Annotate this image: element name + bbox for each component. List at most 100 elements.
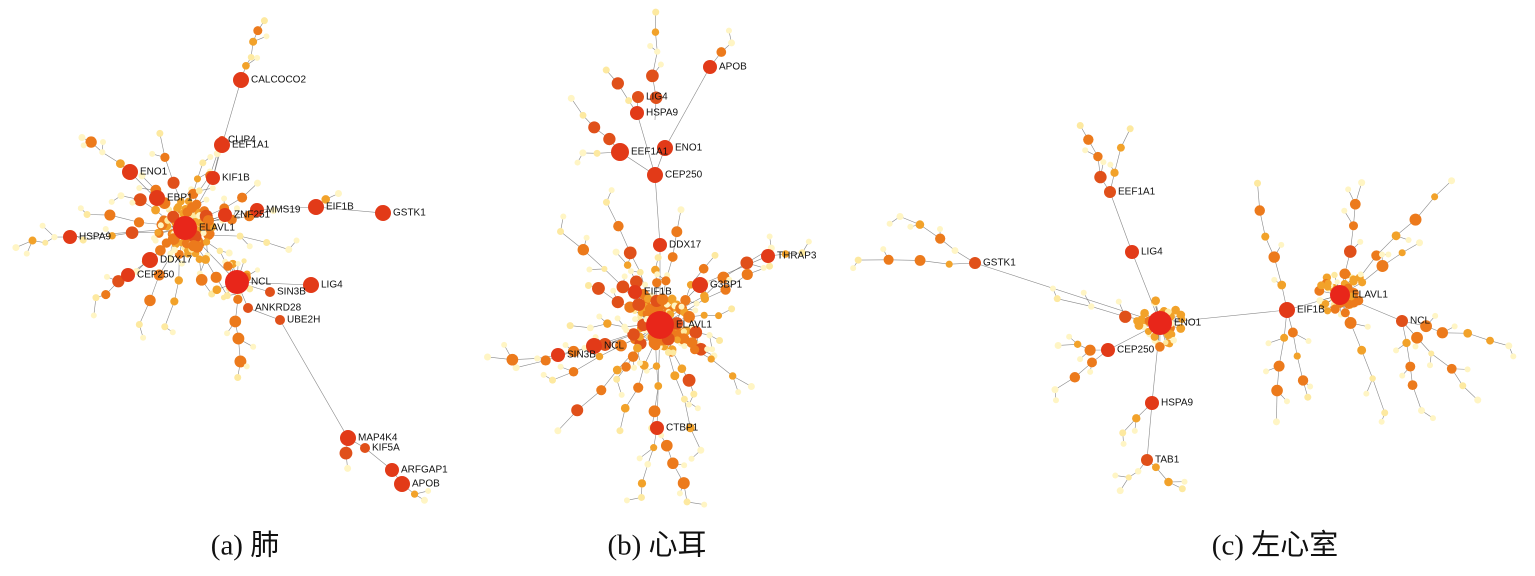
- node: [1126, 125, 1134, 133]
- node: [385, 463, 399, 477]
- node-label: EIF1B: [1297, 305, 1325, 316]
- node: [1357, 271, 1364, 278]
- edge: [239, 235, 267, 243]
- node: [1087, 357, 1097, 368]
- node: [1134, 321, 1144, 330]
- node: [173, 216, 197, 240]
- node: [253, 26, 263, 36]
- node: [678, 303, 685, 310]
- node: [557, 227, 565, 235]
- node: [1152, 463, 1160, 472]
- node: [1399, 372, 1406, 379]
- node-label: CEP250: [665, 170, 703, 181]
- node: [554, 427, 562, 435]
- node: [621, 362, 631, 372]
- node: [140, 334, 147, 341]
- node: [1293, 352, 1301, 360]
- node-label: HSPA9: [1161, 398, 1193, 409]
- edge: [315, 206, 384, 214]
- node: [627, 268, 634, 275]
- node: [693, 300, 700, 307]
- node: [636, 455, 643, 462]
- node: [1431, 193, 1439, 201]
- node: [246, 243, 253, 250]
- node: [700, 311, 708, 319]
- node: [167, 250, 174, 257]
- node: [1083, 134, 1094, 145]
- node: [149, 150, 156, 157]
- node: [637, 493, 645, 501]
- node: [1411, 331, 1423, 344]
- node: [232, 332, 245, 345]
- node: [592, 281, 605, 295]
- node: [616, 280, 630, 294]
- node: [1321, 299, 1330, 308]
- node: [568, 367, 579, 377]
- node: [914, 254, 926, 266]
- node: [1381, 409, 1389, 417]
- node: [188, 188, 199, 199]
- node: [1120, 440, 1127, 447]
- node: [171, 246, 178, 254]
- node: [1145, 396, 1159, 410]
- node: [716, 336, 724, 344]
- node: [1073, 340, 1082, 349]
- node: [602, 198, 610, 206]
- node: [1107, 161, 1114, 168]
- node: [1155, 342, 1165, 352]
- node: [667, 294, 677, 304]
- node: [1087, 368, 1094, 375]
- caption: (a) 肺: [211, 530, 279, 562]
- node: [156, 129, 164, 137]
- node: [1364, 323, 1371, 330]
- node: [85, 136, 97, 148]
- node: [1178, 485, 1186, 493]
- node: [681, 462, 688, 469]
- node: [254, 54, 261, 61]
- node: [340, 430, 356, 446]
- node: [1069, 372, 1081, 383]
- node: [1171, 305, 1180, 315]
- node: [728, 39, 736, 47]
- node: [1052, 397, 1059, 404]
- node: [195, 274, 208, 286]
- node: [627, 351, 639, 362]
- node: [1376, 260, 1389, 272]
- node: [199, 159, 207, 167]
- node: [246, 285, 254, 293]
- node: [716, 47, 727, 57]
- node: [650, 444, 658, 452]
- node: [1138, 315, 1146, 323]
- node: [540, 355, 551, 366]
- node: [1287, 327, 1298, 338]
- node: [615, 339, 627, 352]
- node: [243, 363, 250, 370]
- node: [625, 97, 633, 105]
- node: [683, 498, 691, 506]
- node: [321, 195, 330, 204]
- node: [854, 256, 862, 264]
- edge: [236, 281, 312, 286]
- node: [1398, 249, 1406, 257]
- node: [534, 355, 541, 362]
- node: [234, 355, 247, 368]
- edge: [266, 242, 289, 250]
- node: [236, 232, 244, 240]
- node: [501, 341, 508, 348]
- node: [627, 328, 640, 341]
- node: [121, 268, 135, 282]
- node: [798, 249, 806, 257]
- node: [334, 189, 342, 197]
- node: [167, 176, 180, 189]
- node: [1391, 231, 1401, 241]
- node: [1416, 239, 1424, 247]
- node: [652, 8, 660, 16]
- node-label: UBE2H: [287, 315, 320, 326]
- node: [1304, 393, 1312, 401]
- node: [660, 439, 673, 452]
- node: [1119, 310, 1132, 323]
- node: [1176, 324, 1186, 333]
- node-label: SIN3B: [277, 287, 306, 298]
- node: [39, 222, 46, 229]
- node: [654, 382, 663, 390]
